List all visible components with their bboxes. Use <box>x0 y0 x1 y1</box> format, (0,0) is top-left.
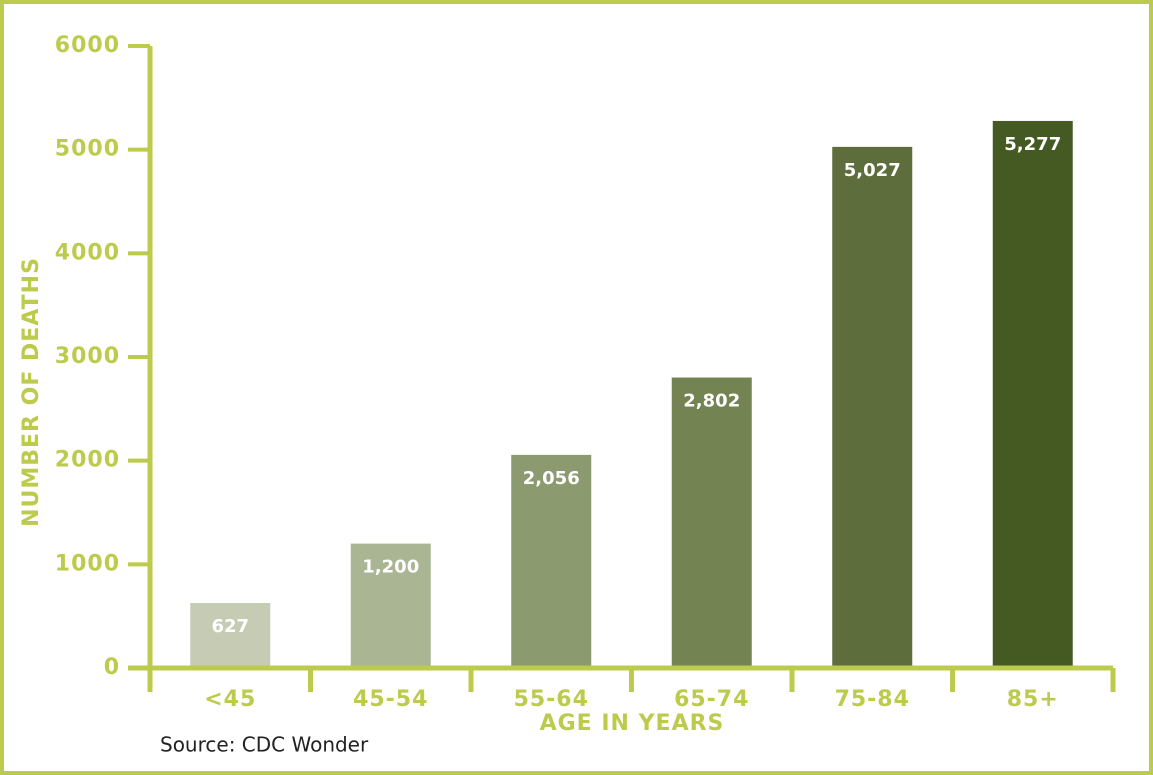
y-tick-label: 5000 <box>55 137 120 162</box>
y-tick-label: 4000 <box>55 240 120 265</box>
value-label: 5,027 <box>844 160 901 181</box>
bar <box>832 146 913 668</box>
source: Source: CDC Wonder <box>160 733 369 757</box>
bar <box>350 543 431 668</box>
value-label: 2,056 <box>523 468 580 489</box>
value-label: 5,277 <box>1004 134 1061 155</box>
value-label: 2,802 <box>683 391 740 412</box>
y-tick-label: 6000 <box>55 33 120 58</box>
y-tick-label: 2000 <box>55 448 120 473</box>
bar <box>671 377 752 668</box>
x-tick-label: 85+ <box>1007 687 1059 712</box>
value-label: 627 <box>211 616 249 637</box>
x-tick-label: 65-74 <box>674 687 749 712</box>
bar <box>992 120 1073 669</box>
x-tick-label: 75-84 <box>835 687 910 712</box>
value-label: 1,200 <box>362 557 419 578</box>
x-tick-label: 55-64 <box>514 687 589 712</box>
y-tick-label: 3000 <box>55 344 120 369</box>
y-tick-label: 0 <box>104 655 120 680</box>
x-axis-label: AGE IN YEARS <box>540 711 725 736</box>
y-axis-label: NUMBER OF DEATHS <box>19 257 44 527</box>
y-tick-label: 1000 <box>55 551 120 576</box>
x-tick-label: <45 <box>204 687 256 712</box>
bar <box>511 454 592 668</box>
bar <box>190 603 271 668</box>
x-tick-label: 45-54 <box>353 687 428 712</box>
